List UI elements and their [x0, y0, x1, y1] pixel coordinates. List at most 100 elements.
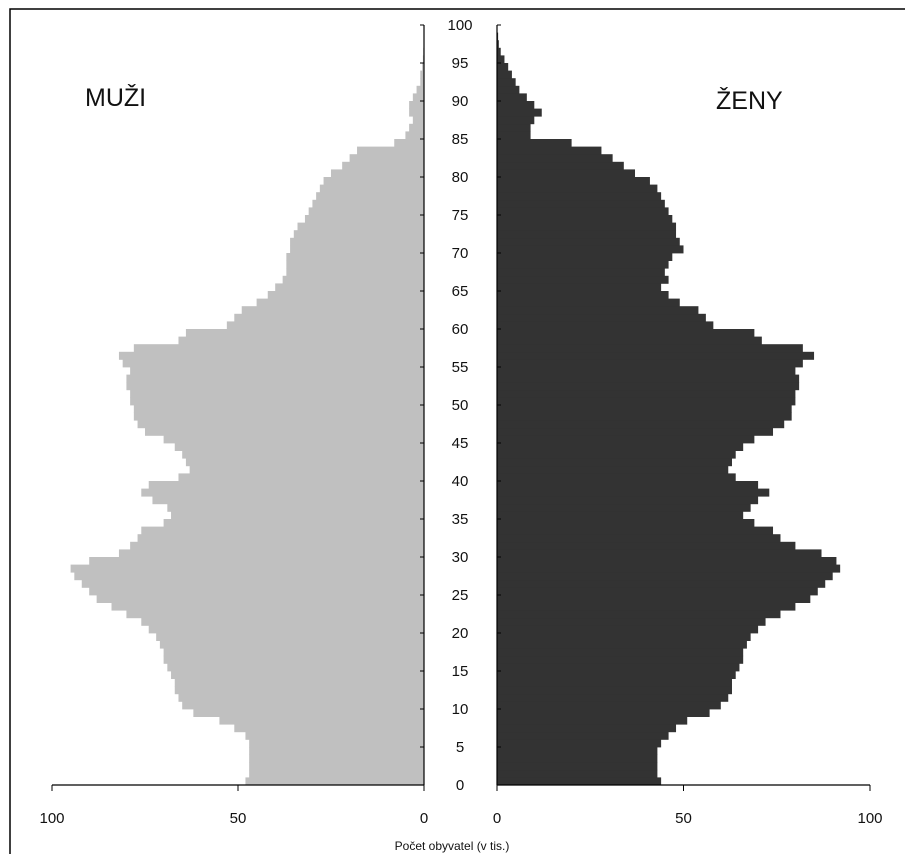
women-bar-age-66: [497, 275, 669, 284]
men-bar-age-93: [420, 70, 424, 79]
men-bar-age-0: [245, 777, 424, 786]
women-bar-age-56: [497, 351, 815, 360]
men-bar-age-6: [245, 731, 424, 740]
men-bar-age-4: [249, 747, 424, 755]
women-x-tick-label: 0: [493, 810, 501, 827]
men-bar-age-19: [156, 633, 424, 641]
women-bar-age-96: [497, 47, 501, 56]
women-bar-age-42: [497, 458, 732, 467]
women-bar-age-62: [497, 306, 699, 315]
age-tick-label: 80: [452, 169, 469, 186]
men-bar-age-73: [297, 222, 424, 231]
x-axis-ticks: 100 50 0 0 50 100: [39, 785, 883, 827]
age-tick-label: 70: [452, 245, 469, 262]
men-bar-age-84: [394, 139, 424, 147]
men-bar-age-30: [118, 549, 425, 558]
women-bar-age-92: [497, 78, 516, 87]
women-bar-age-79: [497, 177, 650, 185]
women-bar-age-14: [497, 671, 736, 679]
women-bar-age-44: [497, 443, 744, 451]
men-bar-age-62: [241, 306, 424, 315]
women-bar-age-33: [497, 526, 774, 535]
women-bar-age-39: [497, 481, 759, 489]
men-bar-age-54: [130, 367, 424, 375]
men-bar-age-40: [178, 473, 424, 482]
women-bar-age-65: [497, 283, 662, 292]
men-bar-age-59: [185, 329, 424, 337]
women-bar-age-81: [497, 161, 624, 170]
women-bar-age-50: [497, 397, 796, 406]
women-bar-age-40: [497, 473, 736, 482]
age-tick-label: 20: [452, 625, 469, 642]
women-bar-age-70: [497, 245, 684, 254]
men-bar-age-1: [249, 769, 424, 778]
age-tick-label: 45: [452, 435, 469, 452]
women-bar-age-34: [497, 519, 755, 527]
women-bar-age-61: [497, 313, 706, 322]
men-bar-age-48: [133, 412, 424, 421]
women-bar-age-20: [497, 625, 759, 634]
men-bar-age-52: [126, 382, 425, 391]
men-bar-age-49: [133, 405, 424, 413]
age-tick-label: 10: [452, 701, 469, 718]
men-bar-age-58: [178, 336, 424, 345]
men-bar-age-2: [249, 762, 424, 771]
women-bar-age-2: [497, 762, 658, 771]
women-bar-age-54: [497, 367, 796, 375]
men-bar-age-29: [89, 557, 424, 565]
men-bar-age-25: [89, 587, 424, 596]
men-bar-age-55: [122, 359, 425, 368]
age-tick-label: 25: [452, 587, 469, 604]
men-bar-age-11: [178, 693, 424, 702]
women-bar-age-48: [497, 412, 792, 421]
men-bar-age-26: [81, 579, 424, 588]
men-x-tick-label: 0: [420, 810, 428, 827]
women-x-tick-label: 100: [857, 810, 882, 827]
age-tick-label: 55: [452, 359, 469, 376]
women-bar-age-82: [497, 154, 613, 163]
women-bar-age-80: [497, 169, 636, 178]
men-bar-age-85: [405, 131, 424, 140]
men-bar-age-94: [422, 63, 424, 71]
men-bar-age-12: [174, 686, 424, 695]
age-tick-label: 30: [452, 549, 469, 566]
men-bar-age-86: [409, 123, 424, 132]
women-bar-age-78: [497, 184, 658, 193]
men-bar-age-67: [286, 268, 424, 277]
men-bar-age-45: [163, 435, 424, 444]
women-bar-age-63: [497, 298, 680, 307]
men-bar-age-13: [174, 678, 424, 687]
age-tick-label: 5: [456, 739, 464, 756]
men-bar-age-7: [234, 724, 424, 733]
women-bar-age-58: [497, 336, 762, 345]
men-bar-age-79: [323, 177, 424, 185]
women-bar-age-21: [497, 617, 766, 626]
women-bar-age-27: [497, 572, 833, 581]
women-bar-age-25: [497, 587, 818, 596]
men-bar-age-33: [141, 526, 424, 535]
men-bar-age-39: [148, 481, 424, 489]
men-bar-age-81: [342, 161, 424, 170]
men-bar-age-51: [130, 389, 424, 398]
women-x-tick-label: 50: [675, 810, 692, 827]
men-bar-age-68: [286, 260, 424, 269]
women-bar-age-4: [497, 747, 658, 755]
men-bar-age-75: [308, 207, 424, 216]
men-bar-age-46: [145, 427, 424, 436]
women-bar-age-37: [497, 496, 759, 505]
women-bar-age-16: [497, 655, 744, 664]
age-tick-label: 15: [452, 663, 469, 680]
women-bar-age-53: [497, 374, 800, 383]
women-bar-age-5: [497, 739, 662, 748]
men-bar-age-8: [219, 716, 424, 725]
men-bar-age-90: [412, 93, 424, 102]
men-bar-age-70: [290, 245, 424, 254]
women-bar-age-13: [497, 678, 732, 687]
men-bar-age-69: [286, 253, 424, 261]
women-bar-age-77: [497, 192, 662, 201]
men-bar-age-24: [96, 595, 424, 603]
men-bar-age-21: [141, 617, 424, 626]
women-bar-age-83: [497, 146, 602, 155]
men-bar-age-32: [137, 534, 424, 543]
